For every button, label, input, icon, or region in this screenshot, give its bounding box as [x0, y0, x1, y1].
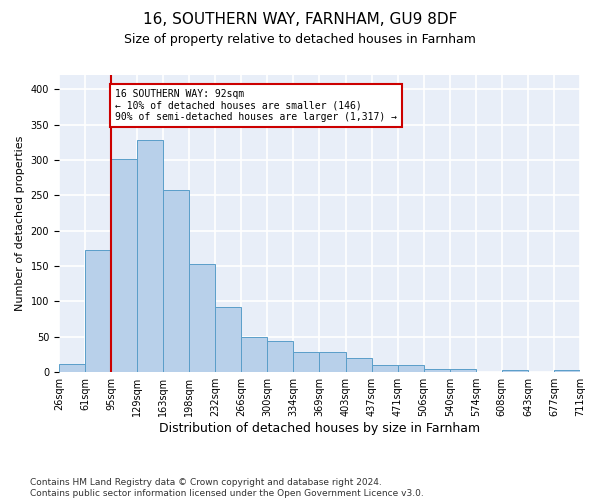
Text: 16 SOUTHERN WAY: 92sqm
← 10% of detached houses are smaller (146)
90% of semi-de: 16 SOUTHERN WAY: 92sqm ← 10% of detached…	[115, 89, 397, 122]
Bar	[137, 140, 163, 372]
Bar	[215, 307, 241, 372]
Bar	[241, 337, 268, 372]
Bar	[85, 250, 111, 372]
Bar	[189, 264, 215, 372]
Bar	[346, 358, 371, 372]
Text: Contains HM Land Registry data © Crown copyright and database right 2024.
Contai: Contains HM Land Registry data © Crown c…	[30, 478, 424, 498]
Bar	[163, 190, 189, 372]
Bar	[268, 341, 293, 372]
Bar	[111, 158, 137, 372]
Y-axis label: Number of detached properties: Number of detached properties	[15, 136, 25, 312]
Bar	[293, 352, 319, 372]
Bar	[424, 368, 450, 372]
Bar	[450, 368, 476, 372]
Bar	[502, 370, 528, 372]
Text: 16, SOUTHERN WAY, FARNHAM, GU9 8DF: 16, SOUTHERN WAY, FARNHAM, GU9 8DF	[143, 12, 457, 28]
Bar	[398, 365, 424, 372]
Bar	[554, 370, 580, 372]
Bar	[59, 364, 85, 372]
Text: Size of property relative to detached houses in Farnham: Size of property relative to detached ho…	[124, 32, 476, 46]
X-axis label: Distribution of detached houses by size in Farnham: Distribution of detached houses by size …	[159, 422, 480, 435]
Bar	[319, 352, 346, 372]
Bar	[371, 365, 398, 372]
